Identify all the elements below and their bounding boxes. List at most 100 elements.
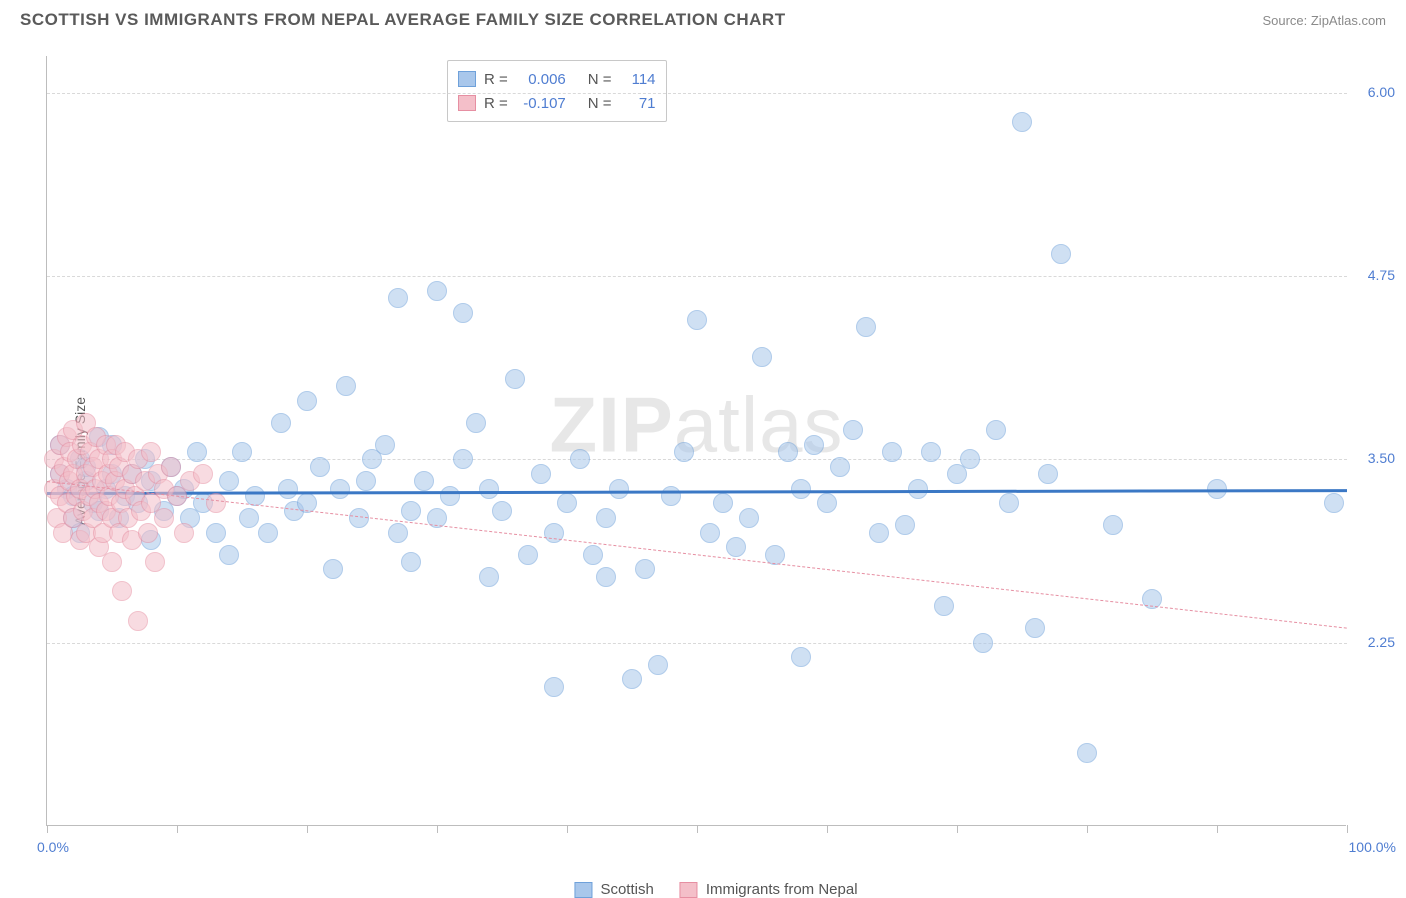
scatter-point	[609, 479, 629, 499]
stats-swatch-icon	[458, 95, 476, 111]
scatter-point	[112, 581, 132, 601]
scatter-point	[505, 369, 525, 389]
scatter-point	[239, 508, 259, 528]
stats-n-value: 114	[620, 71, 656, 88]
scatter-point	[583, 545, 603, 565]
scatter-point	[466, 413, 486, 433]
scatter-point	[479, 567, 499, 587]
scatter-point	[700, 523, 720, 543]
scatter-point	[145, 552, 165, 572]
scatter-point	[278, 479, 298, 499]
scatter-point	[986, 420, 1006, 440]
legend-item-nepal: Immigrants from Nepal	[680, 881, 858, 898]
scatter-point	[401, 501, 421, 521]
x-axis-min-label: 0.0%	[37, 839, 69, 855]
scatter-point	[856, 317, 876, 337]
watermark: ZIPatlas	[549, 380, 843, 471]
scatter-point	[596, 567, 616, 587]
scatter-point	[960, 449, 980, 469]
x-tick	[827, 825, 828, 833]
scatter-point	[570, 449, 590, 469]
scatter-point	[336, 376, 356, 396]
stats-n-label: N =	[588, 95, 612, 112]
scatter-point	[1025, 618, 1045, 638]
gridline-h: 4.75	[47, 276, 1347, 277]
gridline-h: 2.25	[47, 643, 1347, 644]
scatter-point	[804, 435, 824, 455]
scatter-point	[661, 486, 681, 506]
scatter-point	[479, 479, 499, 499]
scatter-point	[187, 442, 207, 462]
stats-n-label: N =	[588, 71, 612, 88]
scatter-point	[674, 442, 694, 462]
scatter-point	[713, 493, 733, 513]
scatter-point	[934, 596, 954, 616]
legend-swatch-icon	[680, 882, 698, 898]
scatter-point	[635, 559, 655, 579]
scatter-point	[138, 523, 158, 543]
x-axis-max-label: 100.0%	[1349, 839, 1396, 855]
scatter-point	[999, 493, 1019, 513]
x-tick	[1347, 825, 1348, 833]
legend-item-scottish: Scottish	[574, 881, 653, 898]
legend-swatch-icon	[574, 882, 592, 898]
scatter-point	[375, 435, 395, 455]
scatter-point	[895, 515, 915, 535]
scatter-point	[271, 413, 291, 433]
scatter-point	[206, 523, 226, 543]
stats-row: R = 0.006 N = 114	[458, 67, 656, 91]
scatter-point	[310, 457, 330, 477]
scatter-point	[544, 677, 564, 697]
stats-r-label: R =	[484, 71, 508, 88]
x-tick	[1087, 825, 1088, 833]
scatter-point	[388, 288, 408, 308]
y-tick-label: 2.25	[1368, 634, 1395, 650]
scatter-point	[356, 471, 376, 491]
scatter-point	[1077, 743, 1097, 763]
scatter-point	[440, 486, 460, 506]
scatter-point	[330, 479, 350, 499]
scatter-point	[427, 281, 447, 301]
y-tick-label: 3.50	[1368, 450, 1395, 466]
scatter-point	[206, 493, 226, 513]
scatter-point	[154, 508, 174, 528]
stats-row: R =-0.107N =71	[458, 91, 656, 115]
scatter-point	[128, 611, 148, 631]
stats-r-value: -0.107	[516, 95, 566, 112]
scatter-point	[778, 442, 798, 462]
stats-r-value: 0.006	[516, 71, 566, 88]
scatter-point	[161, 457, 181, 477]
scatter-point	[843, 420, 863, 440]
scatter-point	[414, 471, 434, 491]
scatter-point	[791, 479, 811, 499]
scatter-point	[492, 501, 512, 521]
scatter-point	[869, 523, 889, 543]
x-tick	[1217, 825, 1218, 833]
scatter-point	[921, 442, 941, 462]
gridline-h: 6.00	[47, 93, 1347, 94]
scatter-point	[973, 633, 993, 653]
scatter-point	[882, 442, 902, 462]
stats-swatch-icon	[458, 71, 476, 87]
y-tick-label: 4.75	[1368, 267, 1395, 283]
scatter-point	[518, 545, 538, 565]
scatter-point	[141, 442, 161, 462]
scatter-point	[1038, 464, 1058, 484]
source-label: Source: ZipAtlas.com	[1262, 13, 1386, 28]
stats-legend-box: R = 0.006 N = 114R = -0.107 N = 71	[447, 60, 667, 122]
scatter-point	[297, 391, 317, 411]
scatter-point	[1012, 112, 1032, 132]
x-tick	[307, 825, 308, 833]
scatter-point	[531, 464, 551, 484]
scatter-point	[622, 669, 642, 689]
scatter-point	[453, 303, 473, 323]
scatter-point	[232, 442, 252, 462]
scatter-point	[323, 559, 343, 579]
scatter-point	[401, 552, 421, 572]
stats-n-value: 71	[620, 95, 656, 112]
x-tick	[177, 825, 178, 833]
scatter-point	[687, 310, 707, 330]
scatter-point	[648, 655, 668, 675]
scatter-point	[830, 457, 850, 477]
scatter-point	[193, 464, 213, 484]
